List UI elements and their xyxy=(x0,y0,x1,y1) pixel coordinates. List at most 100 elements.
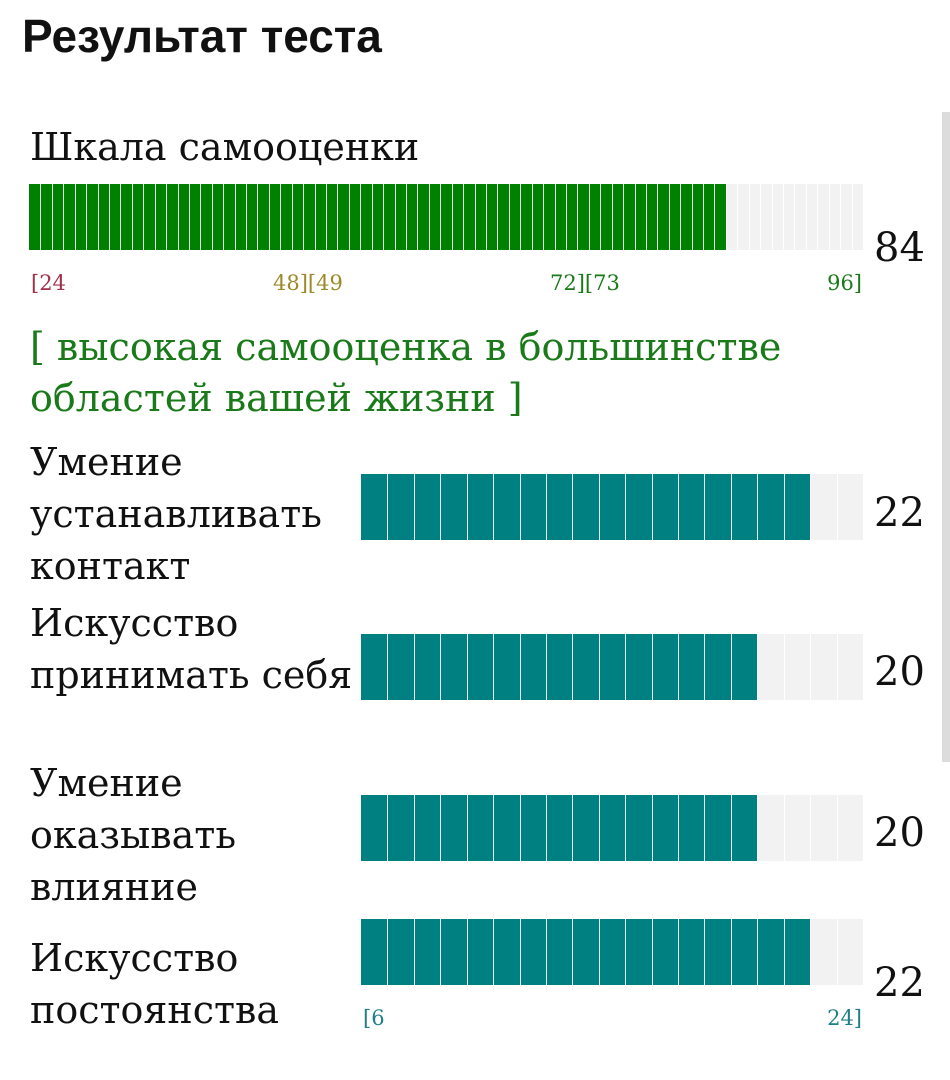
bar-segment-divider xyxy=(463,184,465,250)
bar-segment-divider xyxy=(497,184,499,250)
bar-segment-divider xyxy=(691,184,693,250)
tick-label-3: 72][73 xyxy=(550,271,620,295)
subscale-bar-contact xyxy=(361,474,863,540)
main-scale-fill xyxy=(29,184,726,250)
bar-segment-divider xyxy=(51,184,53,250)
bar-segment-divider xyxy=(598,795,600,861)
bar-segment-divider xyxy=(466,795,468,861)
bar-segment-divider xyxy=(623,184,625,250)
bar-segment-divider xyxy=(387,634,389,700)
bar-segment-divider xyxy=(223,184,225,250)
subscale-bar-accept xyxy=(361,634,863,700)
bar-segment-divider xyxy=(531,184,533,250)
bar-segment-divider xyxy=(771,184,773,250)
bar-segment-divider xyxy=(810,634,812,700)
subscale-score-constancy: 22 xyxy=(874,960,925,1006)
subscale-fill-influence xyxy=(361,795,758,861)
bar-segment-divider xyxy=(565,184,567,250)
main-scale-bar xyxy=(29,184,863,250)
bar-segment-divider xyxy=(348,184,350,250)
bar-segment-divider xyxy=(625,795,627,861)
bar-segment-divider xyxy=(246,184,248,250)
bar-segment-divider xyxy=(651,795,653,861)
subscale-fill-accept xyxy=(361,634,758,700)
bar-segment-divider xyxy=(704,634,706,700)
bar-segment-divider xyxy=(836,634,838,700)
bar-segment-divider xyxy=(817,184,819,250)
bar-segment-divider xyxy=(645,184,647,250)
bar-segment-divider xyxy=(387,919,389,985)
bar-segment-divider xyxy=(466,919,468,985)
bar-segment-divider xyxy=(611,184,613,250)
subscale-label-accept: Искусство принимать себя xyxy=(30,601,353,697)
bar-segment-divider xyxy=(730,795,732,861)
bar-segment-divider xyxy=(440,919,442,985)
page-title: Результат теста xyxy=(22,10,382,62)
bar-segment-divider xyxy=(428,184,430,250)
interpretation-text: [ высокая самооценка в большинстве облас… xyxy=(30,325,782,420)
bar-segment-divider xyxy=(371,184,373,250)
bar-segment-divider xyxy=(451,184,453,250)
bar-segment-divider xyxy=(625,919,627,985)
bar-segment-divider xyxy=(783,795,785,861)
bar-segment-divider xyxy=(387,795,389,861)
bar-segment-divider xyxy=(725,184,727,250)
bar-segment-divider xyxy=(520,184,522,250)
bar-segment-divider xyxy=(493,634,495,700)
bar-segment-divider xyxy=(394,184,396,250)
bar-segment-divider xyxy=(572,919,574,985)
bar-segment-divider xyxy=(545,919,547,985)
bar-segment-divider xyxy=(326,184,328,250)
bar-segment-divider xyxy=(678,634,680,700)
bar-segment-divider xyxy=(406,184,407,250)
bar-segment-divider xyxy=(545,474,547,540)
scrollbar[interactable] xyxy=(942,112,950,762)
bar-segment-divider xyxy=(257,184,259,250)
tick-label-4: 96] xyxy=(827,271,862,295)
bar-segment-divider xyxy=(413,634,415,700)
bar-segment-divider xyxy=(508,184,510,250)
bar-segment-divider xyxy=(651,634,653,700)
bar-segment-divider xyxy=(519,634,521,700)
bar-segment-divider xyxy=(757,634,759,700)
bar-segment-divider xyxy=(519,919,521,985)
bar-segment-divider xyxy=(440,634,442,700)
bar-segment-divider xyxy=(485,184,487,250)
bar-segment-divider xyxy=(417,184,419,250)
bar-segment-divider xyxy=(280,184,282,250)
bar-segment-divider xyxy=(166,184,168,250)
bar-segment-divider xyxy=(704,919,706,985)
bar-segment-divider xyxy=(757,474,759,540)
bar-segment-divider xyxy=(828,184,830,250)
bar-segment-divider xyxy=(748,184,750,250)
bar-segment-divider xyxy=(668,184,670,250)
bar-segment-divider xyxy=(466,474,468,540)
bar-segment-divider xyxy=(730,634,732,700)
main-scale-score: 84 xyxy=(874,225,925,271)
sub-range-min-label: [6 xyxy=(363,1006,385,1030)
bar-segment-divider xyxy=(63,184,65,250)
bar-segment-divider xyxy=(493,919,495,985)
bar-segment-divider xyxy=(794,184,796,250)
bar-segment-divider xyxy=(810,795,812,861)
bar-segment-divider xyxy=(440,184,442,250)
subscale-bar-constancy xyxy=(361,919,863,985)
bar-segment-divider xyxy=(440,474,442,540)
bar-segment-divider xyxy=(519,795,521,861)
bar-segment-divider xyxy=(588,184,590,250)
bar-segment-divider xyxy=(678,919,680,985)
subscale-label-constancy: Искусство постоянства xyxy=(30,936,280,1032)
bar-segment-divider xyxy=(600,184,602,250)
bar-segment-divider xyxy=(651,474,653,540)
bar-segment-divider xyxy=(730,919,732,985)
bar-segment-divider xyxy=(360,184,362,250)
bar-segment-divider xyxy=(625,474,627,540)
bar-segment-divider xyxy=(40,184,42,250)
bar-segment-divider xyxy=(737,184,739,250)
bar-segment-divider xyxy=(651,919,653,985)
bar-segment-divider xyxy=(678,474,680,540)
bar-segment-divider xyxy=(783,474,785,540)
bar-segment-divider xyxy=(200,184,202,250)
subscale-label-influence: Умение оказывать влияние xyxy=(30,761,237,909)
bar-segment-divider xyxy=(493,795,495,861)
